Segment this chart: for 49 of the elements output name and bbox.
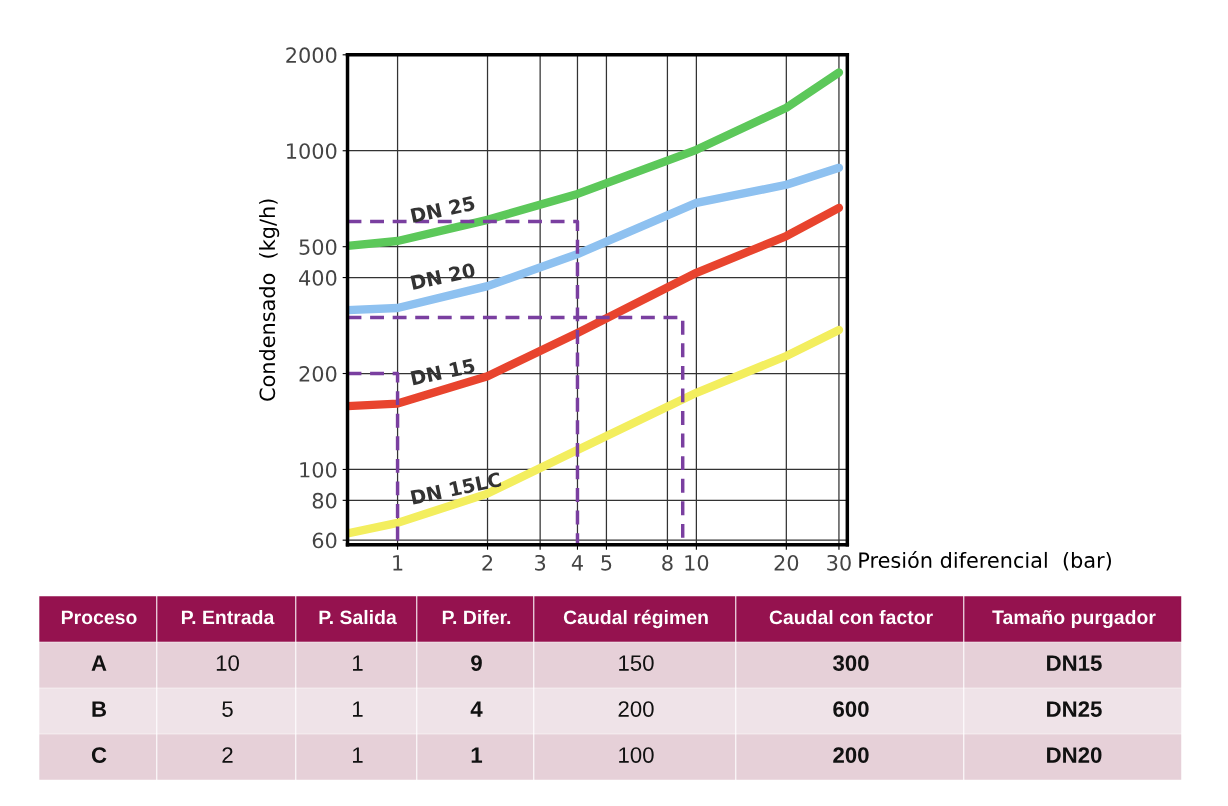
x-tick-label: 4	[571, 555, 583, 571]
text: Caudal régimen	[563, 609, 708, 629]
x-tick-label: 20	[774, 554, 799, 571]
text: Tamaño purgador	[992, 609, 1156, 629]
text: 1	[353, 655, 363, 671]
text: P. Salida	[319, 609, 397, 625]
text: 1	[353, 701, 363, 717]
text: 9	[471, 655, 482, 671]
x-tick-label: 30	[827, 554, 851, 571]
y-tick-label: 1000	[287, 143, 337, 159]
y-tick-label: 80	[312, 492, 337, 509]
y-tick-label: 200	[299, 365, 337, 382]
text: DN20	[1047, 747, 1102, 763]
y-tick-label: 500	[299, 239, 337, 255]
text: A	[91, 655, 107, 671]
text: 2	[222, 747, 233, 763]
text: 300	[832, 655, 869, 671]
text: 150	[619, 655, 654, 671]
x-tick-label: 1	[393, 555, 403, 571]
text: 600	[833, 701, 869, 717]
y-tick-label: 60	[312, 532, 337, 549]
text: Proceso	[61, 610, 137, 625]
x-axis-title: Presión diferencial (bar)	[859, 551, 1111, 571]
text: 10	[216, 655, 239, 671]
text: Caudal con factor	[769, 609, 933, 625]
text: 100	[619, 747, 654, 763]
x-tick-label: 10	[685, 554, 709, 571]
x-tick-label: 3	[535, 554, 546, 571]
text: 4	[470, 701, 483, 717]
text: C	[91, 747, 107, 763]
text: 1	[353, 747, 363, 763]
text: 1	[471, 747, 483, 763]
text: DN25	[1047, 701, 1102, 717]
x-tick-label: 5	[601, 555, 612, 571]
x-tick-label: 2	[482, 554, 493, 571]
text: DN15	[1047, 655, 1102, 671]
text: DN 15LC	[410, 471, 502, 505]
text: 200	[833, 747, 869, 763]
y-tick-label: 100	[300, 461, 337, 478]
text: 5	[222, 701, 233, 717]
y-tick-label: 2000	[286, 47, 337, 64]
y-axis-title: Condensado (kg/h)	[259, 199, 280, 401]
text: P. Entrada	[181, 609, 275, 625]
text: P. Difer.	[442, 609, 511, 625]
text: B	[92, 701, 107, 717]
x-tick-label: 8	[662, 554, 673, 571]
y-tick-label: 400	[299, 270, 337, 286]
text: DN 25	[410, 195, 476, 224]
text: 200	[618, 701, 654, 717]
